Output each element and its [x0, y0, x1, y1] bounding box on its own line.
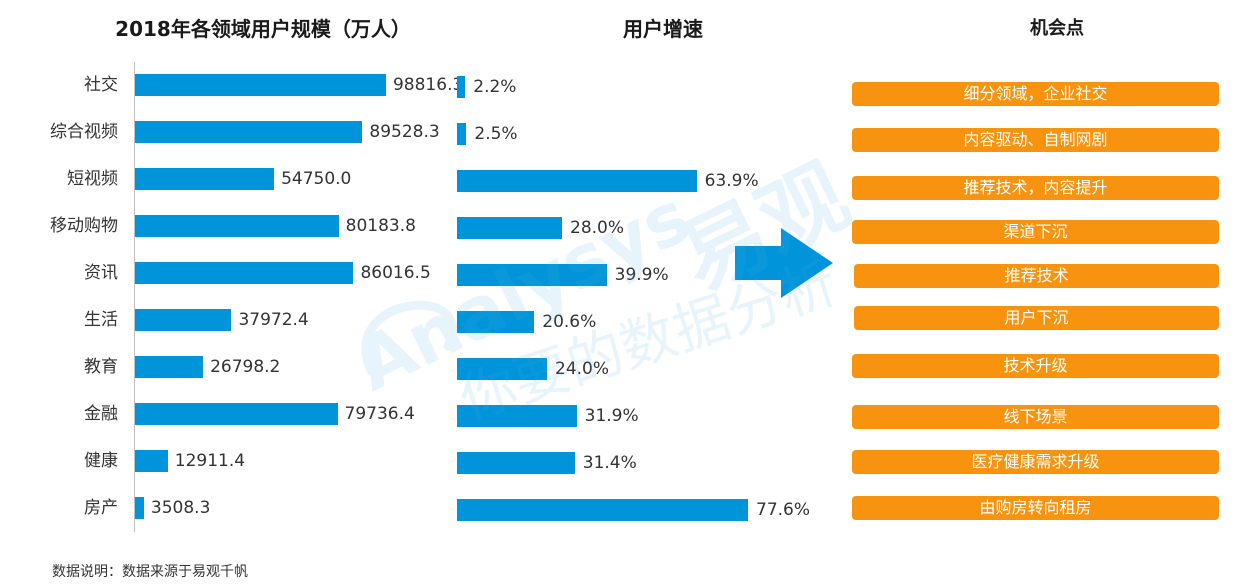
user-growth-value-label: 63.9% — [704, 171, 759, 191]
right-arrow-icon — [735, 228, 833, 298]
user-scale-value-label: 12911.4 — [174, 451, 246, 471]
user-scale-bar — [135, 497, 144, 519]
user-growth-bar — [457, 76, 466, 98]
user-scale-bar — [135, 309, 232, 331]
opportunity-box: 由购房转向租房 — [852, 496, 1219, 520]
data-source-note: 数据说明：数据来源于易观千帆 — [52, 564, 248, 580]
category-label: 短视频 — [67, 169, 118, 189]
user-scale-bar — [135, 403, 338, 425]
user-growth-bar — [457, 170, 697, 192]
user-growth-bar — [457, 452, 575, 474]
user-growth-value-label: 77.6% — [756, 500, 811, 520]
user-growth-value-label: 39.9% — [614, 265, 669, 285]
user-scale-value-label: 98816.3 — [392, 75, 464, 95]
user-growth-bar — [457, 499, 748, 521]
user-growth-bar — [457, 405, 577, 427]
user-scale-chart-title: 2018年各领域用户规模（万人） — [115, 17, 411, 41]
user-growth-value-label: 24.0% — [555, 359, 610, 379]
user-growth-value-label: 31.4% — [582, 453, 637, 473]
user-scale-value-label: 86016.5 — [360, 263, 431, 283]
user-scale-value-label: 79736.4 — [344, 404, 415, 424]
user-growth-bar — [457, 358, 547, 380]
user-growth-bar — [457, 217, 562, 239]
arrow-shape — [735, 228, 833, 298]
user-growth-value-label: 2.5% — [474, 124, 518, 144]
user-growth-value-label: 31.9% — [584, 406, 639, 426]
category-label: 移动购物 — [50, 216, 118, 236]
user-scale-value-label: 89528.3 — [369, 122, 440, 142]
user-growth-bar — [457, 311, 535, 333]
opportunity-box: 内容驱动、自制网剧 — [852, 128, 1219, 152]
opportunity-box: 推荐技术 — [854, 264, 1219, 288]
opportunity-box: 医疗健康需求升级 — [852, 450, 1219, 474]
category-label: 社交 — [84, 75, 118, 95]
opportunity-box: 线下场景 — [852, 405, 1219, 429]
category-label: 教育 — [84, 357, 118, 377]
opportunities-title: 机会点 — [1030, 18, 1084, 39]
user-scale-value-label: 80183.8 — [345, 216, 416, 236]
user-scale-value-label: 26798.2 — [210, 357, 281, 377]
user-scale-bar — [135, 356, 204, 378]
user-growth-value-label: 28.0% — [570, 218, 625, 238]
user-scale-bar — [135, 168, 275, 190]
user-growth-bar — [457, 264, 607, 286]
user-scale-value-label: 37972.4 — [238, 310, 309, 330]
opportunity-box: 推荐技术，内容提升 — [852, 176, 1219, 200]
opportunity-box: 渠道下沉 — [852, 220, 1219, 244]
opportunity-box: 细分领域，企业社交 — [852, 82, 1219, 106]
user-growth-value-label: 20.6% — [542, 312, 597, 332]
category-label: 金融 — [84, 404, 118, 424]
opportunity-box: 用户下沉 — [854, 306, 1219, 330]
user-scale-bar — [135, 215, 339, 237]
user-growth-value-label: 2.2% — [473, 77, 517, 97]
watermark-logo — [361, 300, 457, 377]
opportunity-box: 技术升级 — [852, 354, 1219, 378]
user-scale-bar — [135, 74, 386, 96]
user-scale-bar — [135, 262, 354, 284]
user-growth-bar — [457, 123, 467, 145]
user-scale-bar — [135, 121, 363, 143]
user-scale-bar — [135, 450, 168, 472]
user-scale-value-label: 54750.0 — [281, 169, 352, 189]
user-scale-axis-line — [134, 62, 135, 532]
user-scale-value-label: 3508.3 — [150, 498, 211, 518]
category-label: 房产 — [84, 498, 118, 518]
category-label: 资讯 — [84, 263, 118, 283]
category-label: 生活 — [84, 310, 118, 330]
user-growth-chart-title: 用户增速 — [623, 17, 703, 41]
category-label: 健康 — [84, 451, 118, 471]
category-label: 综合视频 — [50, 122, 118, 142]
